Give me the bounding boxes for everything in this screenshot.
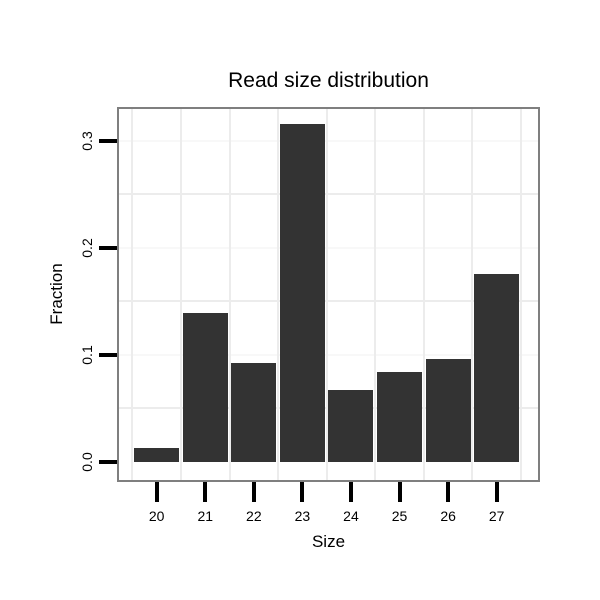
x-axis-tick — [300, 482, 305, 502]
y-axis-tick-label: 0.3 — [79, 130, 95, 151]
gridline-vertical — [131, 107, 134, 482]
gridline-major-horizontal — [117, 353, 540, 356]
gridline-vertical — [519, 107, 522, 482]
x-axis-tick — [494, 482, 499, 502]
x-axis-tick-label: 25 — [391, 508, 408, 524]
x-axis-tick-label: 22 — [246, 508, 262, 524]
gridline-vertical — [471, 107, 474, 482]
y-axis-tick — [99, 138, 117, 143]
bar-23 — [279, 123, 325, 462]
gridline-vertical — [325, 107, 328, 482]
x-axis-tick-label: 24 — [343, 508, 359, 524]
x-axis-tick-label: 27 — [488, 508, 505, 524]
x-axis-tick-label: 20 — [148, 508, 165, 524]
bar-21 — [182, 313, 228, 462]
x-axis-tick-label: 21 — [197, 508, 214, 524]
y-axis-tick — [99, 352, 117, 357]
bar-20 — [134, 448, 180, 462]
bar-22 — [231, 363, 277, 462]
bar-26 — [425, 359, 471, 462]
x-axis-tick-label: 26 — [440, 508, 456, 524]
plot-panel — [117, 107, 540, 482]
y-axis-tick — [99, 460, 117, 464]
gridline-minor-horizontal — [117, 300, 540, 303]
gridline-vertical — [422, 107, 425, 482]
gridline-minor-horizontal — [117, 193, 540, 196]
gridline-vertical — [179, 107, 182, 482]
x-axis-tick — [251, 482, 256, 502]
x-axis-tick — [397, 482, 402, 502]
chart-title: Read size distribution — [228, 69, 429, 92]
bar-25 — [377, 372, 423, 462]
bar-24 — [328, 390, 374, 462]
gridline-vertical — [277, 107, 280, 482]
x-axis-tick — [154, 482, 159, 502]
x-axis-tick — [203, 482, 208, 502]
gridline-major-horizontal — [117, 139, 540, 142]
x-axis-tick — [348, 482, 353, 502]
x-axis-tick-label: 23 — [294, 508, 311, 524]
x-axis-tick — [446, 482, 451, 502]
y-axis-tick-label: 0.2 — [79, 238, 95, 258]
x-axis-title: Size — [311, 532, 346, 551]
y-axis-tick-label: 0.0 — [79, 452, 95, 472]
gridline-major-horizontal — [117, 246, 540, 249]
gridline-vertical — [228, 107, 231, 482]
gridline-vertical — [374, 107, 377, 482]
y-axis-tick-label: 0.1 — [79, 345, 95, 365]
y-axis-title: Fraction — [47, 263, 66, 325]
y-axis-tick — [99, 245, 117, 250]
bar-27 — [474, 273, 520, 462]
